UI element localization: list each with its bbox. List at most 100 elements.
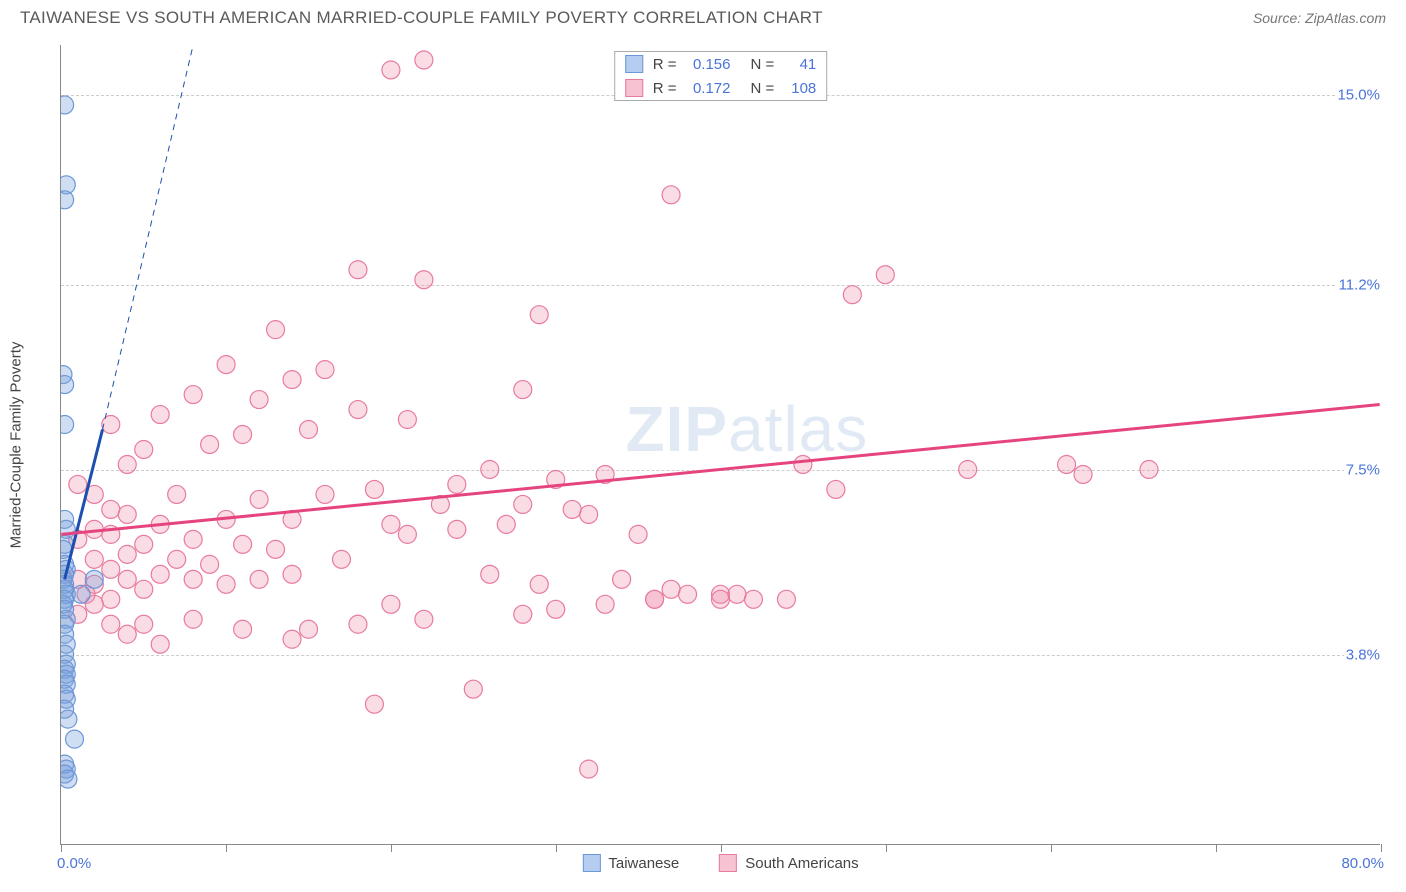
chart-title: TAIWANESE VS SOUTH AMERICAN MARRIED-COUP… — [20, 8, 823, 28]
scatter-point — [168, 550, 186, 568]
scatter-point — [300, 421, 318, 439]
scatter-point — [135, 535, 153, 553]
legend-swatch-1 — [625, 79, 643, 97]
scatter-point — [85, 570, 103, 588]
legend-r-value-1: 0.172 — [683, 80, 731, 97]
legend-r-label-0: R = — [653, 56, 677, 73]
legend-series-item-1: South Americans — [719, 854, 858, 872]
scatter-point — [135, 580, 153, 598]
scatter-point — [184, 570, 202, 588]
scatter-point — [563, 500, 581, 518]
scatter-point — [679, 585, 697, 603]
scatter-point — [267, 540, 285, 558]
scatter-point — [662, 580, 680, 598]
scatter-point — [662, 186, 680, 204]
x-tick — [391, 844, 392, 852]
scatter-point — [382, 515, 400, 533]
scatter-point — [234, 535, 252, 553]
scatter-point — [514, 495, 532, 513]
scatter-point — [283, 630, 301, 648]
scatter-point — [712, 590, 730, 608]
scatter-point — [349, 615, 367, 633]
scatter-point — [365, 695, 383, 713]
x-tick — [226, 844, 227, 852]
scatter-point — [464, 680, 482, 698]
scatter-point — [629, 525, 647, 543]
x-tick — [556, 844, 557, 852]
scatter-point — [151, 635, 169, 653]
chart-header: TAIWANESE VS SOUTH AMERICAN MARRIED-COUP… — [0, 0, 1406, 32]
scatter-point — [250, 391, 268, 409]
scatter-point — [69, 475, 87, 493]
scatter-point — [135, 615, 153, 633]
scatter-point — [118, 625, 136, 643]
scatter-point — [168, 485, 186, 503]
legend-n-value-1: 108 — [780, 80, 816, 97]
legend-n-label-1: N = — [751, 80, 775, 97]
scatter-point — [184, 610, 202, 628]
regression-line — [61, 405, 1379, 535]
scatter-point — [794, 455, 812, 473]
x-tick — [721, 844, 722, 852]
scatter-point — [580, 760, 598, 778]
scatter-point — [398, 411, 416, 429]
scatter-point — [151, 406, 169, 424]
scatter-point — [365, 480, 383, 498]
scatter-point — [118, 455, 136, 473]
scatter-point — [349, 401, 367, 419]
scatter-point — [744, 590, 762, 608]
scatter-point — [184, 386, 202, 404]
scatter-point — [530, 575, 548, 593]
legend-n-label-0: N = — [751, 56, 775, 73]
scatter-point — [827, 480, 845, 498]
scatter-point — [118, 570, 136, 588]
scatter-point — [61, 416, 74, 434]
legend-r-label-1: R = — [653, 80, 677, 97]
legend-swatch-0 — [625, 55, 643, 73]
scatter-point — [61, 770, 77, 788]
scatter-point — [135, 441, 153, 459]
scatter-point — [777, 590, 795, 608]
legend-n-value-0: 41 — [780, 56, 816, 73]
scatter-point — [61, 96, 74, 114]
scatter-point — [61, 376, 74, 394]
x-tick — [1381, 844, 1382, 852]
scatter-point — [102, 416, 120, 434]
scatter-point — [580, 505, 598, 523]
legend-series-swatch-0 — [582, 854, 600, 872]
scatter-point — [959, 460, 977, 478]
scatter-point — [151, 565, 169, 583]
scatter-point — [1074, 465, 1092, 483]
regression-line-extended — [103, 45, 194, 430]
legend-series-name-1: South Americans — [745, 855, 858, 872]
scatter-point — [481, 565, 499, 583]
scatter-point — [1058, 455, 1076, 473]
scatter-point — [596, 595, 614, 613]
scatter-point — [102, 615, 120, 633]
scatter-point — [217, 356, 235, 374]
x-tick — [61, 844, 62, 852]
scatter-point — [316, 361, 334, 379]
scatter-point — [382, 61, 400, 79]
scatter-point — [61, 710, 77, 728]
scatter-point — [201, 436, 219, 454]
legend-series: Taiwanese South Americans — [582, 854, 858, 872]
scatter-point — [1140, 460, 1158, 478]
scatter-point — [250, 570, 268, 588]
scatter-point — [876, 266, 894, 284]
chart-container: ZIPatlas Married-Couple Family Poverty 3… — [60, 45, 1380, 845]
scatter-point — [349, 261, 367, 279]
x-tick — [1051, 844, 1052, 852]
scatter-point — [547, 600, 565, 618]
scatter-point — [201, 555, 219, 573]
scatter-point — [332, 550, 350, 568]
chart-source: Source: ZipAtlas.com — [1253, 10, 1386, 26]
source-value: ZipAtlas.com — [1305, 10, 1386, 26]
chart-svg — [61, 45, 1380, 844]
scatter-point — [234, 426, 252, 444]
legend-series-name-0: Taiwanese — [608, 855, 679, 872]
scatter-point — [481, 460, 499, 478]
scatter-point — [530, 306, 548, 324]
scatter-point — [102, 500, 120, 518]
legend-series-swatch-1 — [719, 854, 737, 872]
